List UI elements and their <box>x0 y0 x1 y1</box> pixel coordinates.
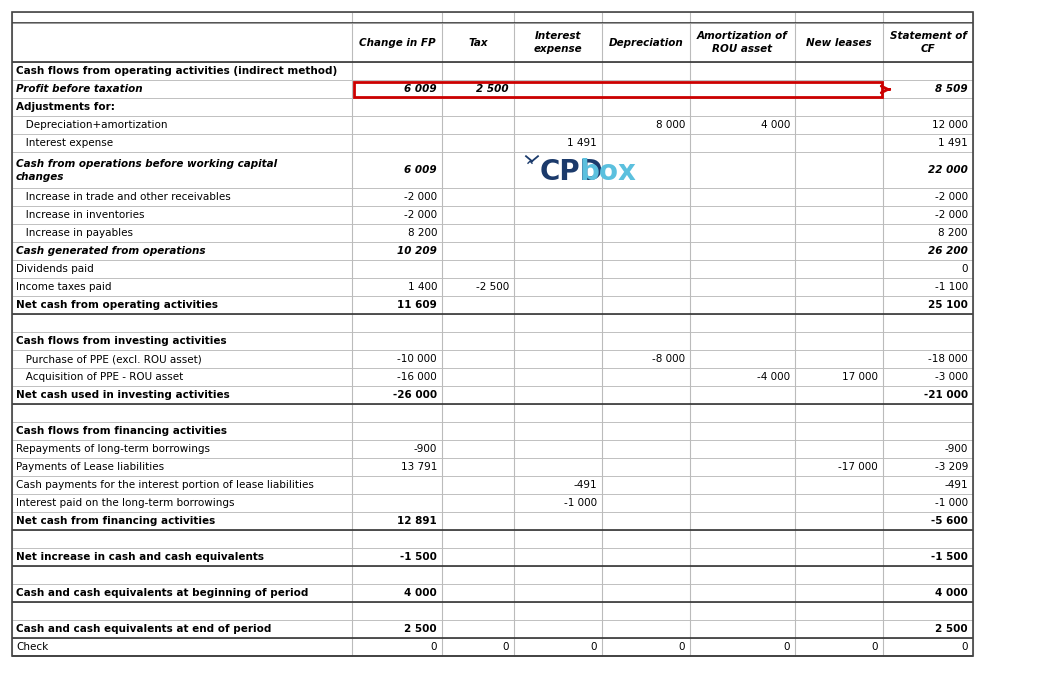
Text: Purchase of PPE (excl. ROU asset): Purchase of PPE (excl. ROU asset) <box>16 355 202 364</box>
Text: -17 000: -17 000 <box>838 462 878 473</box>
Text: 17 000: 17 000 <box>842 373 878 382</box>
Text: Net cash from operating activities: Net cash from operating activities <box>16 301 218 310</box>
Text: -491: -491 <box>574 480 597 491</box>
Text: 0: 0 <box>961 643 968 652</box>
Text: 22 000: 22 000 <box>928 165 968 176</box>
Text: 2 500: 2 500 <box>935 625 968 634</box>
Text: 8 200: 8 200 <box>408 228 437 239</box>
Text: -1 000: -1 000 <box>564 498 597 509</box>
Text: Check: Check <box>16 643 48 652</box>
Text: -26 000: -26 000 <box>393 391 437 400</box>
Text: 6 009: 6 009 <box>404 85 437 94</box>
Text: 0: 0 <box>678 643 686 652</box>
Text: -16 000: -16 000 <box>397 373 437 382</box>
Text: Acquisition of PPE - ROU asset: Acquisition of PPE - ROU asset <box>16 373 183 382</box>
Text: Profit before taxation: Profit before taxation <box>16 85 142 94</box>
Text: -2 000: -2 000 <box>935 192 968 203</box>
Text: Dividends paid: Dividends paid <box>16 264 94 274</box>
Text: Increase in payables: Increase in payables <box>16 228 133 239</box>
Text: Cash from operations before working capital
changes: Cash from operations before working capi… <box>16 159 277 182</box>
Text: 13 791: 13 791 <box>400 462 437 473</box>
Text: -900: -900 <box>945 444 968 455</box>
Text: Interest paid on the long-term borrowings: Interest paid on the long-term borrowing… <box>16 498 234 509</box>
Text: -1 100: -1 100 <box>934 282 968 292</box>
Text: Increase in trade and other receivables: Increase in trade and other receivables <box>16 192 231 203</box>
Text: 0: 0 <box>431 643 437 652</box>
Text: -8 000: -8 000 <box>652 355 686 364</box>
Text: -2 500: -2 500 <box>475 282 509 292</box>
Text: -2 000: -2 000 <box>403 192 437 203</box>
Text: Income taxes paid: Income taxes paid <box>16 282 112 292</box>
Text: 2 500: 2 500 <box>477 85 509 94</box>
Text: New leases: New leases <box>806 37 872 48</box>
Text: 12 000: 12 000 <box>932 120 968 130</box>
Text: 2 500: 2 500 <box>404 625 437 634</box>
Text: Interest expense: Interest expense <box>16 138 113 149</box>
Text: -21 000: -21 000 <box>924 391 968 400</box>
Text: Cash generated from operations: Cash generated from operations <box>16 246 206 256</box>
Text: 0: 0 <box>590 643 597 652</box>
Text: Cash flows from operating activities (indirect method): Cash flows from operating activities (in… <box>16 67 338 76</box>
Text: -900: -900 <box>414 444 437 455</box>
Text: 10 209: 10 209 <box>397 246 437 256</box>
Text: 25 100: 25 100 <box>928 301 968 310</box>
Text: 4 000: 4 000 <box>404 589 437 598</box>
Bar <box>353 82 882 97</box>
Text: 0: 0 <box>503 643 509 652</box>
Text: 6 009: 6 009 <box>404 165 437 176</box>
Text: Statement of
CF: Statement of CF <box>889 31 967 54</box>
Text: Depreciation+amortization: Depreciation+amortization <box>16 120 167 130</box>
Text: 1 491: 1 491 <box>567 138 597 149</box>
Text: box: box <box>580 158 636 186</box>
Text: -1 500: -1 500 <box>931 552 968 562</box>
Text: -3 000: -3 000 <box>935 373 968 382</box>
Text: -18 000: -18 000 <box>928 355 968 364</box>
Text: -2 000: -2 000 <box>403 210 437 221</box>
Text: Cash flows from investing activities: Cash flows from investing activities <box>16 337 227 346</box>
Text: Cash payments for the interest portion of lease liabilities: Cash payments for the interest portion o… <box>16 480 314 491</box>
Text: 8 000: 8 000 <box>655 120 686 130</box>
Text: Adjustments for:: Adjustments for: <box>16 103 115 112</box>
Text: 11 609: 11 609 <box>397 301 437 310</box>
Text: -1 000: -1 000 <box>935 498 968 509</box>
Text: 8 509: 8 509 <box>935 85 968 94</box>
Text: Net increase in cash and cash equivalents: Net increase in cash and cash equivalent… <box>16 552 264 562</box>
Text: -5 600: -5 600 <box>931 516 968 527</box>
Text: -3 209: -3 209 <box>934 462 968 473</box>
Text: -1 500: -1 500 <box>400 552 437 562</box>
Text: Cash and cash equivalents at end of period: Cash and cash equivalents at end of peri… <box>16 625 272 634</box>
Text: 4 000: 4 000 <box>761 120 790 130</box>
Text: Interest
expense: Interest expense <box>534 31 582 54</box>
Text: -4 000: -4 000 <box>757 373 790 382</box>
Text: 0: 0 <box>872 643 878 652</box>
Text: Net cash used in investing activities: Net cash used in investing activities <box>16 391 230 400</box>
Text: Change in FP: Change in FP <box>358 37 436 48</box>
Text: Depreciation: Depreciation <box>608 37 683 48</box>
Text: Net cash from financing activities: Net cash from financing activities <box>16 516 215 527</box>
Text: 1 491: 1 491 <box>938 138 968 149</box>
Text: Increase in inventories: Increase in inventories <box>16 210 144 221</box>
Text: 26 200: 26 200 <box>928 246 968 256</box>
Text: 8 200: 8 200 <box>938 228 968 239</box>
Text: 4 000: 4 000 <box>935 589 968 598</box>
Text: Cash and cash equivalents at beginning of period: Cash and cash equivalents at beginning o… <box>16 589 308 598</box>
Text: 12 891: 12 891 <box>397 516 437 527</box>
Text: -2 000: -2 000 <box>935 210 968 221</box>
Text: Repayments of long-term borrowings: Repayments of long-term borrowings <box>16 444 210 455</box>
Text: Amortization of
ROU asset: Amortization of ROU asset <box>697 31 788 54</box>
Text: Tax: Tax <box>468 37 488 48</box>
Text: 0: 0 <box>784 643 790 652</box>
Text: 0: 0 <box>961 264 968 274</box>
Text: Cash flows from financing activities: Cash flows from financing activities <box>16 426 227 437</box>
Text: 1 400: 1 400 <box>408 282 437 292</box>
Text: CPD: CPD <box>540 158 604 186</box>
Text: Payments of Lease liabilities: Payments of Lease liabilities <box>16 462 164 473</box>
Text: -491: -491 <box>945 480 968 491</box>
Text: -10 000: -10 000 <box>397 355 437 364</box>
